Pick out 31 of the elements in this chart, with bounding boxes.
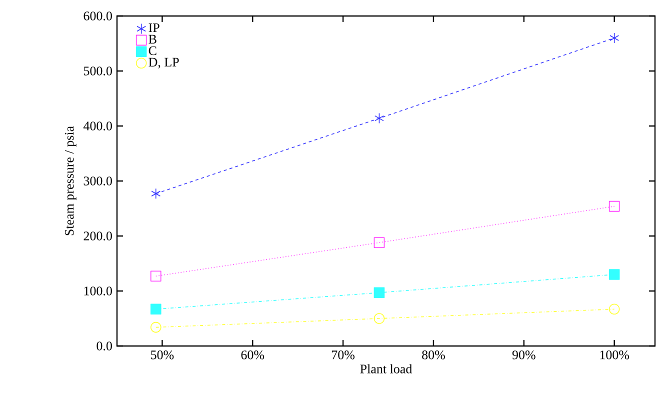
x-tick-label: 70% [332, 350, 355, 360]
point [610, 32, 620, 44]
x-tick-label: 60% [241, 350, 264, 360]
y-tick-label: 200.0 [84, 232, 112, 240]
x-tick-label: 50% [151, 350, 174, 360]
y-tick-label: 400.0 [83, 122, 112, 130]
x-tick-label: 80% [422, 350, 445, 360]
point [150, 304, 162, 315]
y-tick-label: 100.0 [84, 286, 112, 296]
point [150, 322, 162, 333]
y-tick-label: 600.0 [84, 12, 112, 20]
point [374, 112, 384, 124]
legend-label: B [148, 34, 156, 44]
point [608, 304, 620, 315]
legend-label: IP [148, 23, 160, 32]
y-tick-label: 500.0 [84, 66, 112, 76]
x-axis-title: Plant load [360, 364, 412, 374]
point [374, 287, 385, 298]
y-tick-label: 300.0 [84, 176, 112, 186]
y-tick-label: 0.0 [96, 342, 112, 350]
x-tick-label: 100% [600, 350, 630, 360]
point [608, 200, 620, 212]
x-tick-label: 90% [512, 350, 536, 360]
legend-label: D, LP [148, 58, 179, 68]
legend-label: C [148, 46, 156, 56]
point [374, 313, 385, 324]
point [374, 237, 385, 248]
point [151, 188, 161, 200]
point [150, 270, 162, 282]
point [608, 269, 620, 280]
y-axis-title: Steam pressure / psia [64, 126, 76, 236]
